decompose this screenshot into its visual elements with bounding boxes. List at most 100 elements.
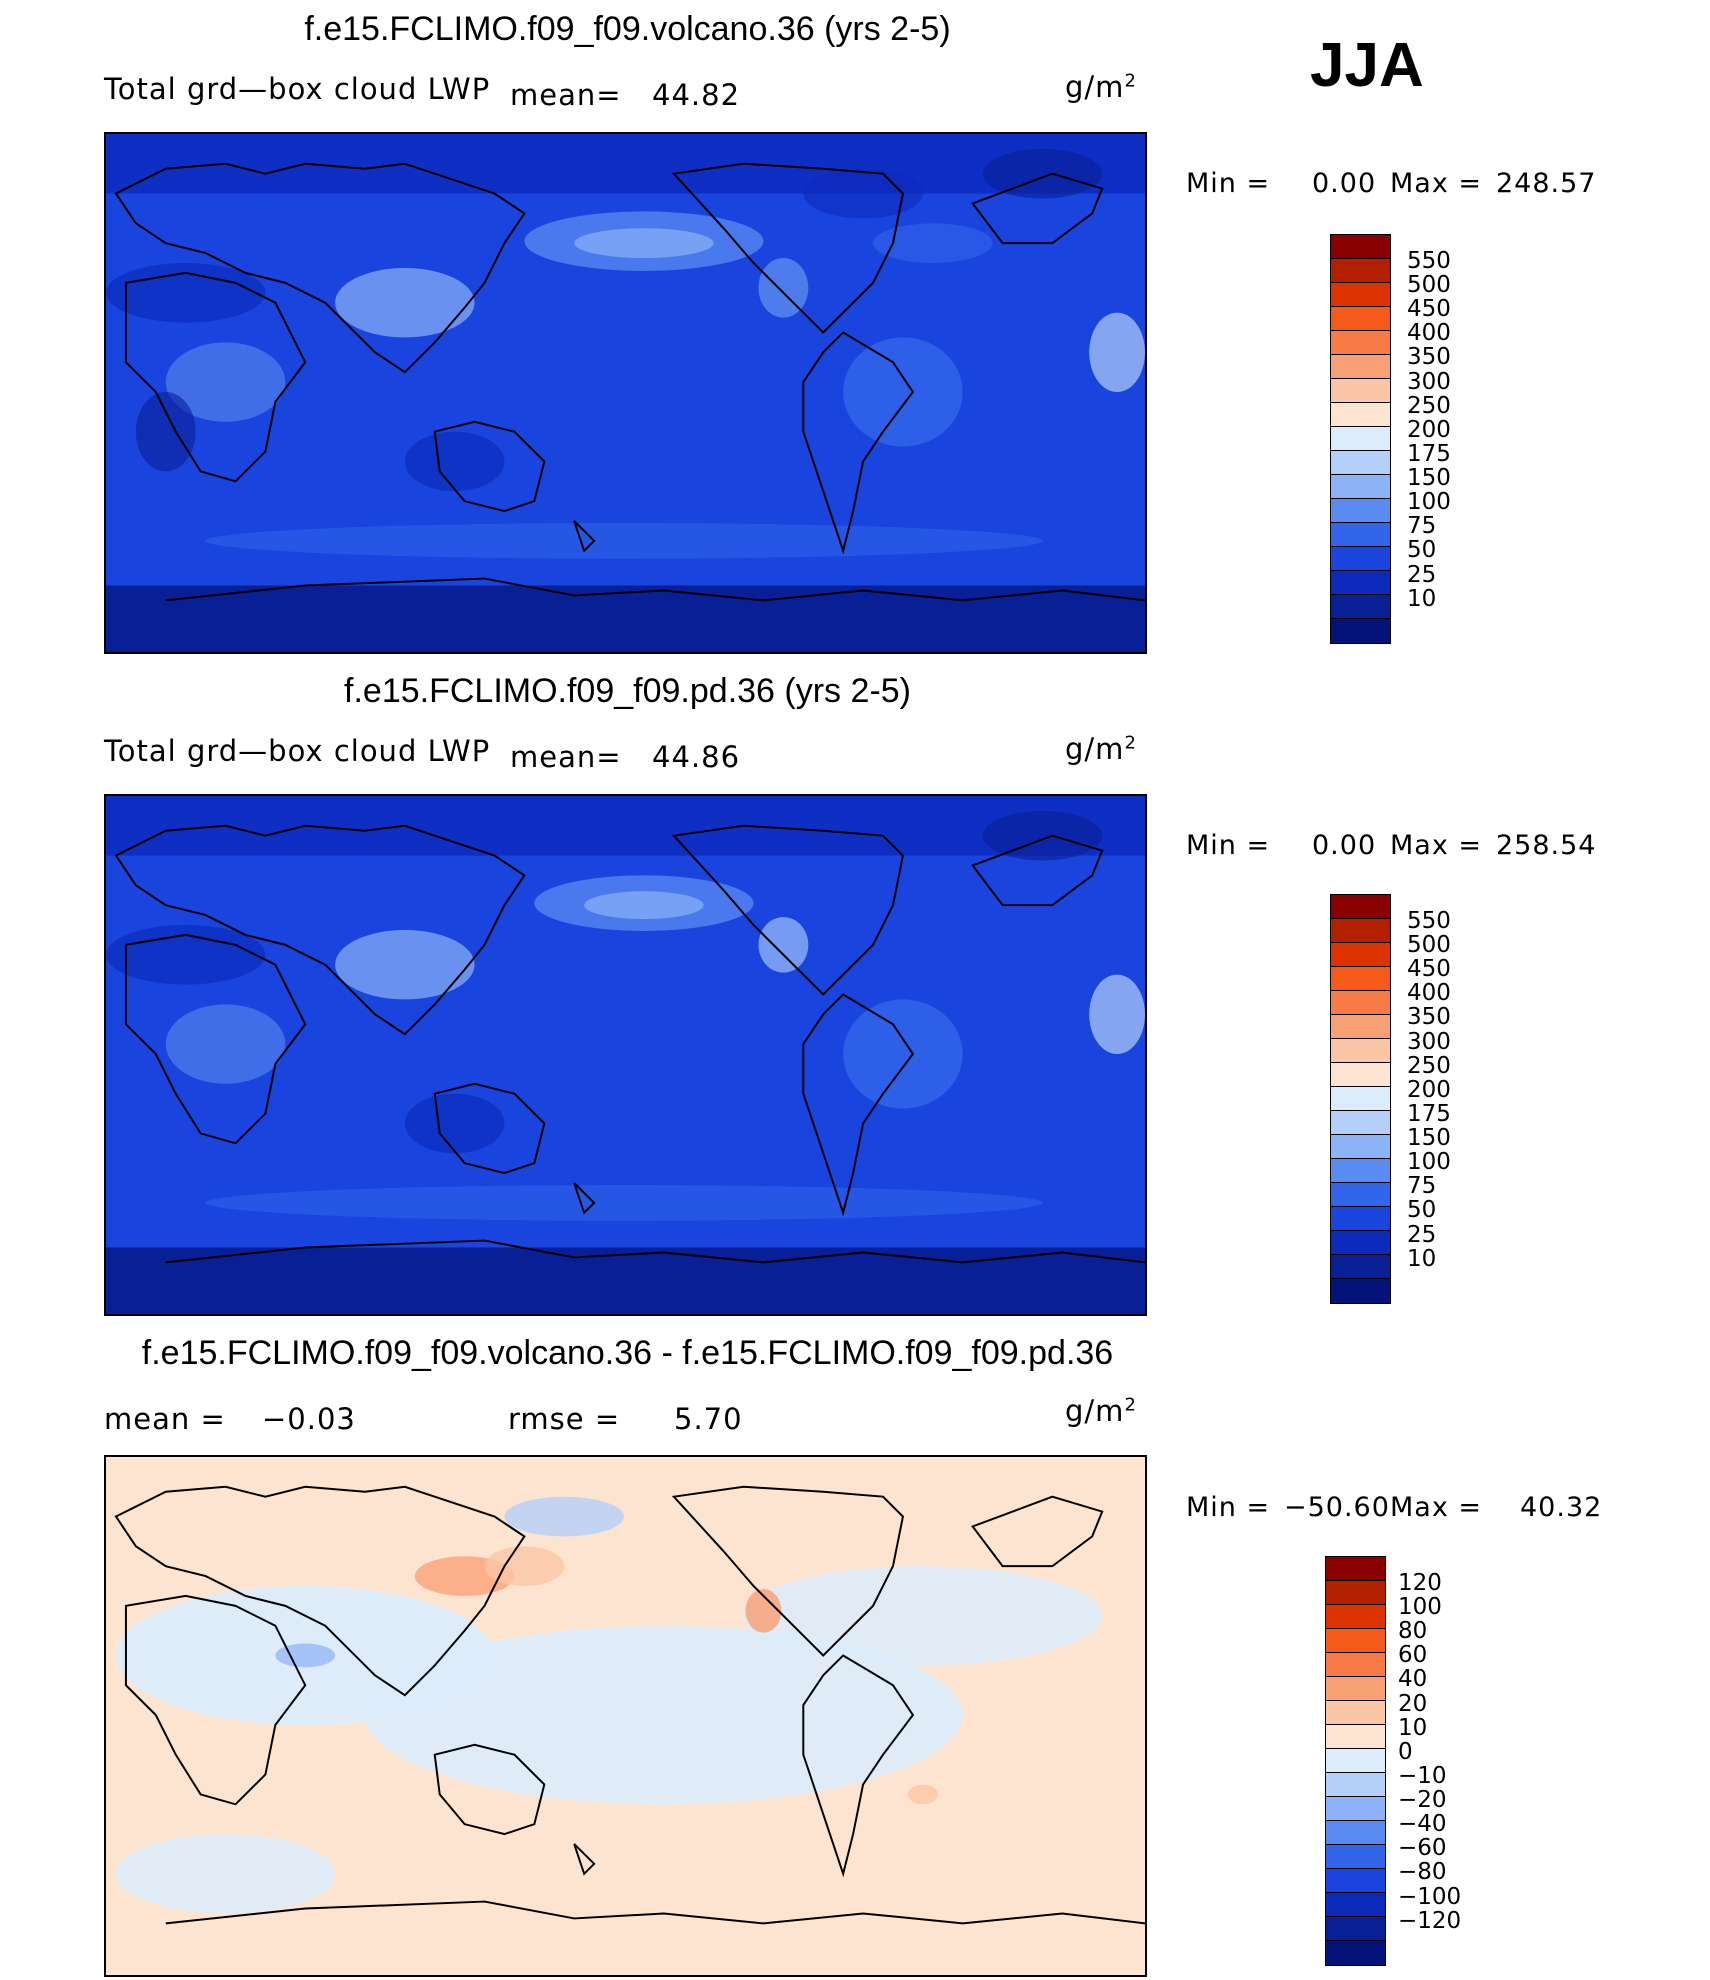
panel3-difference-field bbox=[106, 1457, 1145, 1975]
colorbar-tick-label: 120 bbox=[1398, 1570, 1442, 1596]
panel2-colorbar bbox=[1330, 894, 1391, 1304]
colorbar-tick-label: 75 bbox=[1407, 1173, 1437, 1200]
colorbar-tick-label: 550 bbox=[1407, 908, 1451, 934]
colorbar-tick-label: 500 bbox=[1407, 932, 1451, 959]
colorbar-swatch bbox=[1331, 331, 1390, 355]
panel1-min-value: 0.00 bbox=[1312, 168, 1377, 199]
colorbar-swatch bbox=[1331, 379, 1390, 403]
panel3-map bbox=[104, 1455, 1147, 1977]
panel1-colorbar bbox=[1330, 234, 1391, 644]
panel1-contour-field bbox=[106, 134, 1145, 652]
colorbar-swatch bbox=[1326, 1797, 1385, 1821]
colorbar-swatch bbox=[1331, 475, 1390, 499]
panel3-title: f.e15.FCLIMO.f09_f09.volcano.36 - f.e15.… bbox=[141, 1334, 1114, 1372]
coastlines bbox=[114, 1485, 1145, 1925]
colorbar-swatch bbox=[1331, 1255, 1390, 1279]
panel2-mean-value: 44.86 bbox=[652, 740, 741, 774]
panel1-title: f.e15.FCLIMO.f09_f09.volcano.36 (yrs 2-5… bbox=[304, 10, 951, 48]
colorbar-tick-label: 300 bbox=[1407, 368, 1451, 395]
colorbar-swatch bbox=[1326, 1869, 1385, 1893]
colorbar-swatch bbox=[1331, 1231, 1390, 1255]
colorbar-swatch bbox=[1331, 943, 1390, 967]
colorbar-tick-label: 200 bbox=[1407, 416, 1451, 443]
colorbar-swatch bbox=[1326, 1821, 1385, 1845]
colorbar-swatch bbox=[1331, 1087, 1390, 1111]
panel3-mean-value: −0.03 bbox=[262, 1402, 356, 1436]
colorbar-swatch bbox=[1326, 1557, 1385, 1581]
colorbar-swatch bbox=[1331, 403, 1390, 427]
colorbar-tick-label: −10 bbox=[1398, 1762, 1447, 1789]
panel3-max-value: 40.32 bbox=[1520, 1492, 1603, 1523]
colorbar-swatch bbox=[1331, 1063, 1390, 1087]
colorbar-tick-label: 350 bbox=[1407, 1004, 1451, 1031]
colorbar-tick-label: 50 bbox=[1407, 537, 1437, 564]
colorbar-swatch bbox=[1331, 307, 1390, 331]
panel3-max-label: Max = bbox=[1390, 1492, 1483, 1523]
colorbar-tick-label: −100 bbox=[1398, 1883, 1462, 1910]
colorbar-tick-label: −80 bbox=[1398, 1859, 1447, 1886]
panel2-max-label: Max = bbox=[1390, 830, 1483, 861]
panel3-mean-label: mean = bbox=[104, 1402, 226, 1436]
coastlines bbox=[114, 824, 1145, 1264]
colorbar-swatch bbox=[1331, 547, 1390, 571]
panel3-colorbar bbox=[1325, 1556, 1386, 1966]
colorbar-tick-label: 25 bbox=[1407, 561, 1437, 588]
colorbar-swatch bbox=[1331, 235, 1390, 259]
colorbar-tick-label: 80 bbox=[1398, 1618, 1428, 1645]
colorbar-swatch bbox=[1326, 1749, 1385, 1773]
colorbar-swatch bbox=[1331, 499, 1390, 523]
colorbar-swatch bbox=[1331, 523, 1390, 547]
colorbar-tick-label: −120 bbox=[1398, 1907, 1462, 1934]
coastlines bbox=[114, 162, 1145, 602]
colorbar-swatch bbox=[1331, 595, 1390, 619]
panel1-mean-label: mean= bbox=[510, 78, 622, 112]
colorbar-tick-label: 250 bbox=[1407, 392, 1451, 419]
colorbar-tick-label: 60 bbox=[1398, 1642, 1428, 1669]
panel1-mean-value: 44.82 bbox=[652, 78, 741, 112]
colorbar-swatch bbox=[1331, 571, 1390, 595]
colorbar-tick-label: 25 bbox=[1407, 1221, 1437, 1248]
colorbar-tick-label: 100 bbox=[1407, 489, 1451, 516]
panel2-title: f.e15.FCLIMO.f09_f09.pd.36 (yrs 2-5) bbox=[344, 672, 911, 710]
colorbar-swatch bbox=[1326, 1677, 1385, 1701]
colorbar-tick-label: 400 bbox=[1407, 320, 1451, 347]
colorbar-swatch bbox=[1331, 1159, 1390, 1183]
colorbar-tick-label: 400 bbox=[1407, 980, 1451, 1007]
colorbar-swatch bbox=[1326, 1917, 1385, 1941]
colorbar-tick-label: 175 bbox=[1407, 440, 1451, 467]
colorbar-swatch bbox=[1326, 1653, 1385, 1677]
colorbar-tick-label: 20 bbox=[1398, 1690, 1428, 1717]
panel2-min-value: 0.00 bbox=[1312, 830, 1377, 861]
colorbar-tick-label: 200 bbox=[1407, 1076, 1451, 1103]
panel3-rmse-label: rmse = bbox=[508, 1402, 621, 1436]
colorbar-swatch bbox=[1331, 1279, 1390, 1303]
colorbar-tick-label: 450 bbox=[1407, 956, 1451, 983]
colorbar-swatch bbox=[1326, 1773, 1385, 1797]
colorbar-swatch bbox=[1331, 1111, 1390, 1135]
panel1-variable: Total grd—box cloud LWP bbox=[104, 72, 491, 106]
colorbar-tick-label: 40 bbox=[1398, 1666, 1428, 1693]
panel2-mean-label: mean= bbox=[510, 740, 622, 774]
colorbar-swatch bbox=[1331, 259, 1390, 283]
panel1-units: g/m2 bbox=[1065, 70, 1137, 104]
colorbar-tick-label: 175 bbox=[1407, 1100, 1451, 1127]
colorbar-swatch bbox=[1331, 1183, 1390, 1207]
colorbar-tick-label: 50 bbox=[1407, 1197, 1437, 1224]
colorbar-swatch bbox=[1326, 1701, 1385, 1725]
colorbar-swatch bbox=[1331, 967, 1390, 991]
difference-contours bbox=[115, 1496, 1103, 1914]
colorbar-swatch bbox=[1331, 451, 1390, 475]
panel3-units: g/m2 bbox=[1065, 1394, 1137, 1428]
colorbar-tick-label: 500 bbox=[1407, 272, 1451, 299]
panel1-min-label: Min = bbox=[1186, 168, 1271, 199]
panel2-variable: Total grd—box cloud LWP bbox=[104, 734, 491, 768]
colorbar-tick-label: 150 bbox=[1407, 1125, 1451, 1152]
colorbar-swatch bbox=[1331, 895, 1390, 919]
colorbar-swatch bbox=[1331, 1207, 1390, 1231]
panel1-max-value: 248.57 bbox=[1496, 168, 1597, 199]
colorbar-tick-label: −40 bbox=[1398, 1811, 1447, 1838]
panel3-min-label: Min = bbox=[1186, 1492, 1271, 1523]
colorbar-swatch bbox=[1331, 427, 1390, 451]
colorbar-swatch bbox=[1326, 1893, 1385, 1917]
panel1-map bbox=[104, 132, 1147, 654]
